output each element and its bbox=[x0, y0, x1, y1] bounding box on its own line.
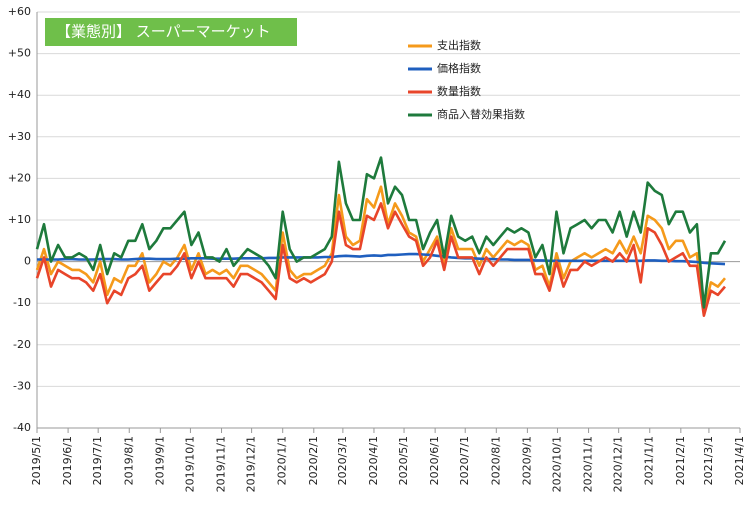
y-tick-label: +20 bbox=[8, 171, 31, 184]
x-tick-label: 2020/8/1 bbox=[489, 436, 502, 485]
x-tick-label: 2019/12/1 bbox=[245, 436, 258, 492]
x-tick-label: 2020/2/1 bbox=[307, 436, 320, 485]
x-tick-label: 2020/9/1 bbox=[520, 436, 533, 485]
x-tick-label: 2019/6/1 bbox=[61, 436, 74, 485]
series-line bbox=[35, 202, 726, 317]
y-tick-label: -10 bbox=[13, 296, 31, 309]
y-tick-label: +10 bbox=[8, 213, 31, 226]
x-tick-label: 2019/7/1 bbox=[91, 436, 104, 485]
x-tick-label: 2019/5/1 bbox=[30, 436, 43, 485]
y-tick-label: +50 bbox=[8, 47, 31, 60]
title-box bbox=[45, 18, 297, 46]
x-tick-label: 2019/10/1 bbox=[183, 436, 196, 492]
x-tick-label: 2019/11/1 bbox=[215, 436, 228, 492]
y-tick-label: +60 bbox=[8, 5, 31, 18]
x-tick-label: 2020/6/1 bbox=[428, 436, 441, 485]
y-tick-label: -40 bbox=[13, 421, 31, 434]
x-tick-label: 2019/9/1 bbox=[153, 436, 166, 485]
series-line bbox=[35, 185, 726, 313]
x-tick-label: 2020/10/1 bbox=[550, 436, 563, 492]
y-tick-label: +30 bbox=[8, 130, 31, 143]
x-tick-label: 2020/5/1 bbox=[397, 436, 410, 485]
y-tick-label: -30 bbox=[13, 379, 31, 392]
y-tick-label: +40 bbox=[8, 88, 31, 101]
legend-label: 価格指数 bbox=[437, 61, 481, 75]
x-tick-label: 2020/1/1 bbox=[276, 436, 289, 485]
legend-label: 数量指数 bbox=[437, 84, 481, 98]
x-tick-label: 2019/8/1 bbox=[122, 436, 135, 485]
chart-title: 【業態別】 スーパーマーケット bbox=[56, 23, 271, 41]
x-tick-label: 2021/1/1 bbox=[643, 436, 656, 485]
x-tick-label: 2020/12/1 bbox=[612, 436, 625, 492]
x-tick-label: 2021/3/1 bbox=[702, 436, 715, 485]
series-line bbox=[35, 156, 727, 309]
y-tick-label: -20 bbox=[13, 338, 31, 351]
y-tick-label: 0 bbox=[24, 255, 31, 268]
x-tick-label: 2020/11/1 bbox=[582, 436, 595, 492]
x-tick-label: 2021/2/1 bbox=[674, 436, 687, 485]
x-tick-label: 2021/4/1 bbox=[733, 436, 745, 485]
x-tick-label: 2020/3/1 bbox=[336, 436, 349, 485]
x-tick-label: 2020/4/1 bbox=[367, 436, 380, 485]
legend-label: 商品入替効果指数 bbox=[437, 107, 525, 121]
legend-label: 支出指数 bbox=[437, 38, 481, 52]
x-tick-label: 2020/7/1 bbox=[458, 436, 471, 485]
